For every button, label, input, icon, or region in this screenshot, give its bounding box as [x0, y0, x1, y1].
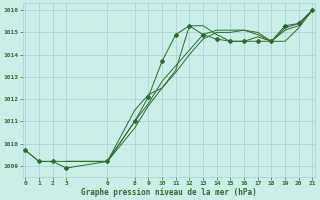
X-axis label: Graphe pression niveau de la mer (hPa): Graphe pression niveau de la mer (hPa) — [81, 188, 257, 197]
